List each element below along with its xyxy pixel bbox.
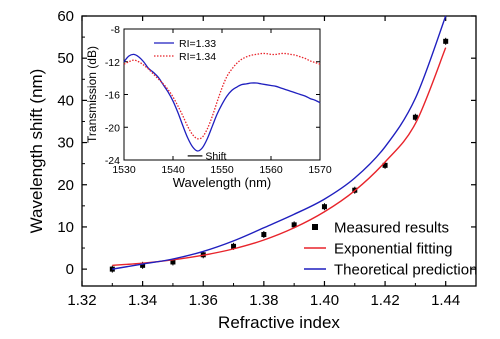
inset-y-axis-title: Transmission (dB) [85, 46, 99, 143]
x-tick-label: 1.40 [310, 292, 339, 309]
x-tick-label: 1.38 [249, 292, 278, 309]
inset-x-tick-label: 1540 [161, 164, 185, 176]
y-tick-label: 0 [66, 261, 74, 278]
main-plot-frame [81, 15, 477, 287]
inset-y-tick-label: -8 [111, 24, 120, 36]
x-tick-label: 1.34 [128, 292, 157, 309]
inset-x-tick-label: 1550 [210, 164, 234, 176]
legend-label-exponential-fitting: Exponential fitting [334, 241, 452, 258]
x-tick-label: 1.44 [431, 292, 460, 309]
x-tick-label: 1.32 [67, 292, 96, 309]
x-tick-label: 1.36 [189, 292, 218, 309]
inset-y-tick-label: -12 [105, 57, 120, 69]
inset-x-tick-label: 1530 [112, 164, 136, 176]
y-tick-label: 40 [57, 92, 74, 109]
x-tick-label: 1.42 [370, 292, 399, 309]
inset-y-tick-label: -24 [105, 155, 120, 167]
inset-x-tick-label: 1560 [259, 164, 283, 176]
x-axis-title: Refractive index [218, 313, 340, 332]
inset-plot-frame [123, 28, 321, 161]
inset-line-ri-1-34 [123, 52, 321, 140]
legend-label-measured-results: Measured results [334, 220, 449, 237]
theoretical-prediction-line [112, 15, 447, 270]
inset-x-tick-label: 1570 [308, 164, 332, 176]
legend-label-theoretical-prediction: Theoretical prediction [334, 262, 477, 279]
shift-annotation-label: Shift [205, 150, 226, 162]
y-tick-label: 30 [57, 135, 74, 152]
inset-y-tick-label: -16 [105, 90, 120, 102]
y-tick-label: 10 [57, 219, 74, 236]
inset-legend-label-ri-1-34: RI=1.34 [179, 51, 216, 63]
y-tick-label: 20 [57, 177, 74, 194]
exponential-fitting-line [112, 47, 447, 267]
inset-line-ri-1-33 [123, 53, 321, 152]
legend-swatch-measured-results [312, 224, 318, 230]
y-axis-title: Wavelength shift (nm) [27, 69, 46, 234]
inset-legend-label-ri-1-33: RI=1.33 [179, 38, 216, 50]
inset-x-axis-title: Wavelength (nm) [173, 175, 272, 190]
y-tick-label: 50 [57, 50, 74, 67]
y-tick-label: 60 [57, 8, 74, 25]
inset-y-tick-label: -20 [105, 122, 120, 134]
